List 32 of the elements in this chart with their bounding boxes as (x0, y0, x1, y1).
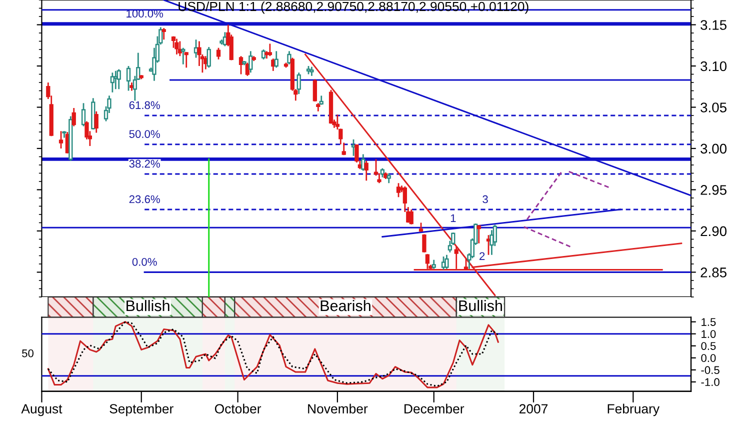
x-tick-label: February (608, 404, 660, 416)
y2-tick-label: 0.0 (701, 354, 716, 362)
y-tick-label: 2.90 (700, 226, 727, 236)
y-tick-label: 2.95 (700, 185, 726, 195)
text: 50 (22, 349, 34, 358)
y2-tick-label: 1.5 (702, 318, 716, 326)
annotation: 1 (450, 214, 456, 222)
x-tick-label: September (110, 404, 174, 416)
y2-tick-label: -1.0 (701, 378, 720, 386)
annotation: 50.0% (129, 130, 160, 138)
band-label: Bearish (320, 300, 370, 312)
x-tick-label: 2007 (520, 404, 548, 414)
y-tick-label: 3.05 (700, 102, 726, 112)
x-tick-label: October (214, 404, 262, 414)
y2-tick-label: -0.5 (701, 366, 720, 374)
x-tick-label: December (404, 404, 464, 414)
annotation: 3 (482, 195, 488, 204)
annotation: 38.2% (129, 160, 160, 168)
band-label: Bullish (126, 300, 170, 312)
band-label: Bullish (459, 300, 502, 312)
x-tick-label: August (21, 404, 62, 416)
annotation: 23.6% (129, 195, 160, 204)
y-tick-label: 3.10 (700, 61, 727, 72)
annotation: 2 (480, 252, 485, 260)
annotation: 0.0% (132, 258, 157, 266)
y2-tick-label: 1.0 (702, 330, 716, 338)
x-tick-label: November (308, 404, 368, 414)
annotation: 61.8% (129, 101, 160, 110)
y-tick-label: 2.85 (700, 268, 726, 278)
y2-tick-label: 0.5 (701, 342, 716, 350)
y-tick-label: 3.00 (700, 144, 727, 154)
y-tick-label: 3.15 (700, 20, 726, 30)
